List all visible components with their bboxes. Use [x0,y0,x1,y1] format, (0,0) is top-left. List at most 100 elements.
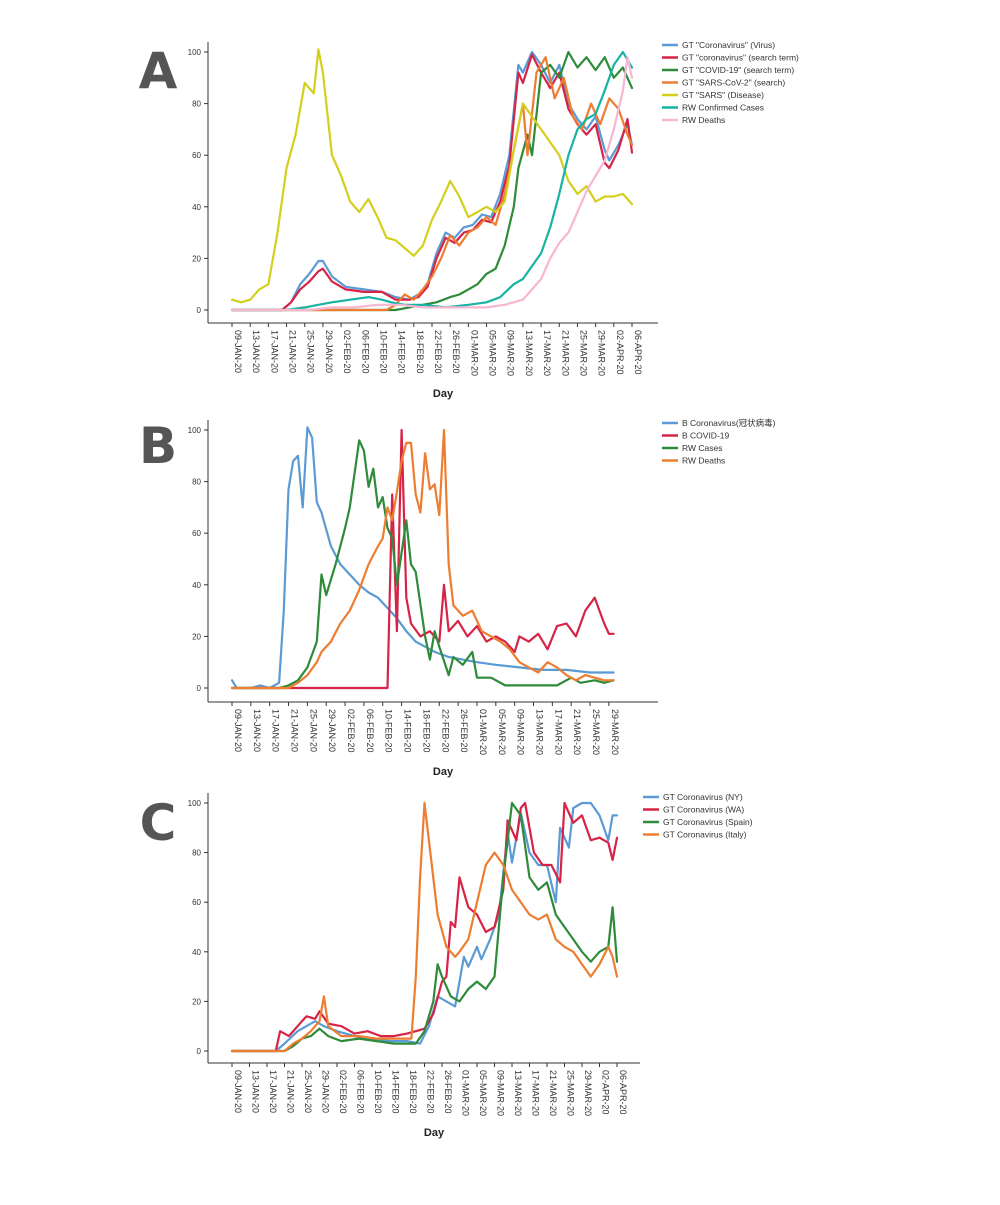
x-tick-label: 21-MAR-20 [548,1070,558,1116]
x-tick-label: 29-JAN-20 [324,330,334,373]
legend-label: GT Coronavirus (Spain) [663,817,753,827]
legend-label: GT "SARS-CoV-2" (search) [682,78,785,88]
x-tick-label: 13-MAR-20 [524,330,534,376]
x-tick-label: 25-MAR-20 [578,330,588,376]
x-tick-label: 22-FEB-20 [440,709,450,753]
x-tick-label: 21-JAN-20 [290,709,300,752]
x-tick-label: 06-APR-20 [618,1070,628,1115]
x-tick-label: 01-MAR-20 [461,1070,471,1116]
y-tick-label: 80 [192,100,201,109]
series-line [230,439,615,690]
x-tick-label: 25-MAR-20 [591,709,601,755]
legend-label: RW Deaths [682,456,725,466]
x-tick-label: 18-FEB-20 [415,330,425,374]
y-tick-label: 100 [188,48,202,57]
x-tick-label: 06-FEB-20 [365,709,375,753]
y-tick-label: 0 [197,306,202,315]
x-axis-title: Day [433,388,454,400]
x-tick-label: 10-FEB-20 [378,330,388,374]
x-axis-title: Day [424,1127,445,1139]
x-tick-label: 10-FEB-20 [384,709,394,753]
x-tick-label: 14-FEB-20 [403,709,413,753]
legend: B Coronavirus(冠状病毒) B COVID-19 RW Cases RW … [662,418,776,466]
x-tick-label: 17-MAR-20 [531,1070,541,1116]
y-tick-label: 80 [192,478,201,487]
y-tick-label: 0 [197,1047,202,1056]
x-tick-label: 21-MAR-20 [572,709,582,755]
x-tick-label: 25-MAR-20 [566,1070,576,1116]
legend-label: B COVID-19 [682,431,730,441]
x-tick-label: 18-FEB-20 [408,1070,418,1114]
x-tick-label: 09-JAN-20 [233,709,243,752]
x-tick-label: 13-MAR-20 [534,709,544,755]
x-tick-label: 09-MAR-20 [516,709,526,755]
legend: GT Coronavirus (NY) GT Coronavirus (WA) GT… [643,792,753,840]
legend-label: RW Cases [682,443,722,453]
x-tick-label: 29-JAN-20 [321,1070,331,1113]
x-tick-label: 05-MAR-20 [488,330,498,376]
panel-letter: C [140,794,177,852]
x-tick-label: 01-MAR-20 [469,330,479,376]
x-tick-label: 29-MAR-20 [583,1070,593,1116]
x-tick-label: 06-FEB-20 [356,1070,366,1114]
x-tick-label: 10-FEB-20 [373,1070,383,1114]
x-tick-label: 25-JAN-20 [306,330,316,373]
x-tick-label: 17-JAN-20 [268,1070,278,1113]
y-tick-label: 60 [192,151,201,160]
legend-label: GT Coronavirus (NY) [663,792,743,802]
x-axis-title: Day [433,766,454,778]
y-tick-label: 100 [188,799,202,808]
legend-label: RW Deaths [682,115,725,125]
y-tick-label: 20 [192,254,201,263]
series-line [230,426,615,690]
x-tick-label: 29-JAN-20 [327,709,337,752]
x-tick-label: 29-MAR-20 [610,709,620,755]
series-line [230,56,634,312]
x-tick-label: 13-JAN-20 [251,330,261,373]
y-tick-label: 40 [192,203,201,212]
panel-letter: A [139,42,178,100]
chart-panel-c: C 0 20 40 60 80 100 09-JAN-20 13-JAN-20 17-JAN-20… [140,792,753,1139]
x-tick-label: 02-FEB-20 [342,330,352,374]
y-tick-label: 0 [197,684,202,693]
x-tick-label: 26-FEB-20 [443,1070,453,1114]
y-tick-label: 100 [188,426,202,435]
x-tick-label: 17-MAR-20 [553,709,563,755]
x-tick-label: 26-FEB-20 [451,330,461,374]
series-line [230,48,634,304]
x-tick-label: 13-JAN-20 [251,1070,261,1113]
x-tick-label: 13-MAR-20 [513,1070,523,1116]
y-tick-label: 20 [192,997,201,1006]
x-tick-label: 17-JAN-20 [269,330,279,373]
x-tick-label: 05-MAR-20 [478,1070,488,1116]
x-tick-label: 02-APR-20 [615,330,625,375]
x-tick-label: 22-FEB-20 [433,330,443,374]
x-tick-label: 02-APR-20 [601,1070,611,1115]
x-tick-label: 14-FEB-20 [391,1070,401,1114]
series-line [230,801,619,1053]
x-tick-label: 21-MAR-20 [560,330,570,376]
series-line [230,801,619,1053]
legend-label: GT "SARS" (Disease) [682,90,764,100]
chart-panel-b: B 0 20 40 60 80 100 09-JAN-20 13-JAN-20 17-JAN-20… [139,417,776,778]
x-tick-label: 25-JAN-20 [308,709,318,752]
x-tick-label: 13-JAN-20 [252,709,262,752]
y-tick-label: 60 [192,529,201,538]
legend-label: GT Coronavirus (Italy) [663,830,747,840]
legend-label: RW Confirmed Cases [682,103,764,113]
x-tick-label: 22-FEB-20 [426,1070,436,1114]
legend-label: GT Coronavirus (WA) [663,805,744,815]
y-tick-label: 40 [192,948,201,957]
legend-label: GT "COVID-19" (search term) [682,65,794,75]
series-line [230,50,634,312]
x-tick-label: 06-FEB-20 [360,330,370,374]
legend: GT "Coronavirus" (Virus) GT "coronavirus"… [662,40,799,125]
x-tick-label: 09-JAN-20 [233,330,243,373]
y-tick-label: 60 [192,898,201,907]
series-line [230,428,615,690]
x-tick-label: 18-FEB-20 [421,709,431,753]
x-tick-label: 25-JAN-20 [303,1070,313,1113]
y-tick-label: 40 [192,581,201,590]
